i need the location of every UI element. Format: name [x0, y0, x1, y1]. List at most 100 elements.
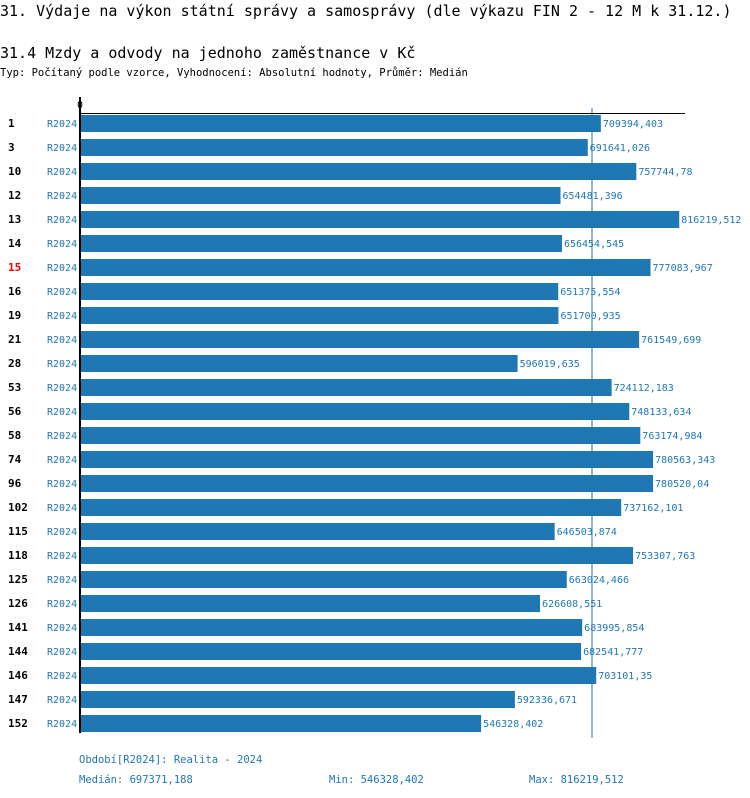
value-label: 757744,78: [638, 167, 692, 178]
category-label: 126: [8, 597, 28, 610]
category-label: 152: [8, 717, 28, 730]
page-title: 31. Výdaje na výkon státní správy a samo…: [0, 2, 732, 20]
value-label: 777083,967: [653, 263, 713, 274]
value-label: 546328,402: [483, 719, 543, 730]
series-label: R2024: [47, 407, 77, 418]
series-label: R2024: [47, 383, 77, 394]
chart-meta: Typ: Počítaný podle vzorce, Vyhodnocení:…: [0, 67, 468, 79]
value-label: 703101,35: [598, 671, 652, 682]
series-label: R2024: [47, 167, 77, 178]
footer-period: Období[R2024]: Realita - 2024: [79, 754, 263, 766]
value-label: 651375,554: [560, 287, 620, 298]
series-label: R2024: [47, 455, 77, 466]
value-label: 683995,854: [584, 623, 644, 634]
bar: [80, 427, 641, 444]
series-label: R2024: [47, 503, 77, 514]
value-label: 748133,634: [631, 407, 691, 418]
bar: [80, 163, 637, 180]
bar: [80, 331, 640, 348]
series-label: R2024: [47, 575, 77, 586]
bar: [80, 187, 561, 204]
series-label: R2024: [47, 551, 77, 562]
bar: [80, 523, 555, 540]
value-label: 709394,403: [603, 119, 663, 130]
series-label: R2024: [47, 527, 77, 538]
category-label: 13: [8, 213, 21, 226]
value-label: 651700,935: [560, 311, 620, 322]
bar: [80, 619, 583, 636]
bar: [80, 139, 588, 156]
bar: [80, 547, 634, 564]
series-label: R2024: [47, 119, 77, 130]
value-label: 596019,635: [520, 359, 580, 370]
footer-median: Medián: 697371,188: [79, 774, 193, 786]
value-label: 592336,671: [517, 695, 577, 706]
bar: [80, 499, 622, 516]
bar: [80, 451, 654, 468]
bar: [80, 235, 562, 252]
bar: [80, 667, 597, 684]
category-label: 16: [8, 285, 22, 298]
category-label: 118: [8, 549, 28, 562]
category-label: 10: [8, 165, 21, 178]
bar: [80, 211, 680, 228]
bar: [80, 355, 518, 372]
series-label: R2024: [47, 263, 77, 274]
series-label: R2024: [47, 623, 77, 634]
category-label: 144: [8, 645, 28, 658]
value-label: 663024,466: [569, 575, 629, 586]
series-label: R2024: [47, 143, 77, 154]
category-label: 56: [8, 405, 22, 418]
series-label: R2024: [47, 599, 77, 610]
series-label: R2024: [47, 719, 77, 730]
category-label: 115: [8, 525, 28, 538]
value-label: 761549,699: [641, 335, 701, 346]
series-label: R2024: [47, 311, 77, 322]
bar: [80, 691, 515, 708]
category-label: 1: [8, 117, 15, 130]
series-label: R2024: [47, 239, 77, 250]
bar: [80, 379, 612, 396]
footer-max: Max: 816219,512: [529, 774, 624, 786]
series-label: R2024: [47, 695, 77, 706]
value-label: 724112,183: [614, 383, 674, 394]
value-label: 646503,874: [557, 527, 617, 538]
series-label: R2024: [47, 647, 77, 658]
bar: [80, 595, 541, 612]
category-label: 147: [8, 693, 28, 706]
category-label: 96: [8, 477, 22, 490]
category-label: 74: [8, 453, 22, 466]
category-label: 21: [8, 333, 22, 346]
category-label: 141: [8, 621, 28, 634]
category-label: 28: [8, 357, 21, 370]
category-label: 146: [8, 669, 28, 682]
bar: [80, 403, 630, 420]
value-label: 691641,026: [590, 143, 650, 154]
bar: [80, 259, 651, 276]
value-label: 654481,396: [563, 191, 623, 202]
bar: [80, 571, 567, 588]
series-label: R2024: [47, 671, 77, 682]
chart-title: 31.4 Mzdy a odvody na jednoho zaměstnanc…: [0, 44, 416, 62]
series-label: R2024: [47, 431, 77, 442]
value-label: 816219,512: [681, 215, 741, 226]
bar: [80, 283, 559, 300]
value-label: 626608,551: [542, 599, 602, 610]
series-label: R2024: [47, 191, 77, 202]
category-label: 19: [8, 309, 21, 322]
series-label: R2024: [47, 359, 77, 370]
value-label: 656454,545: [564, 239, 624, 250]
value-label: 763174,984: [642, 431, 702, 442]
value-label: 753307,763: [635, 551, 695, 562]
category-label: 58: [8, 429, 21, 442]
category-label: 15: [8, 261, 21, 274]
category-label: 102: [8, 501, 28, 514]
bar: [80, 307, 559, 324]
value-label: 780563,343: [655, 455, 715, 466]
series-label: R2024: [47, 335, 77, 346]
series-label: R2024: [47, 215, 77, 226]
category-label: 3: [8, 141, 15, 154]
bar: [80, 475, 654, 492]
value-label: 737162,101: [623, 503, 683, 514]
